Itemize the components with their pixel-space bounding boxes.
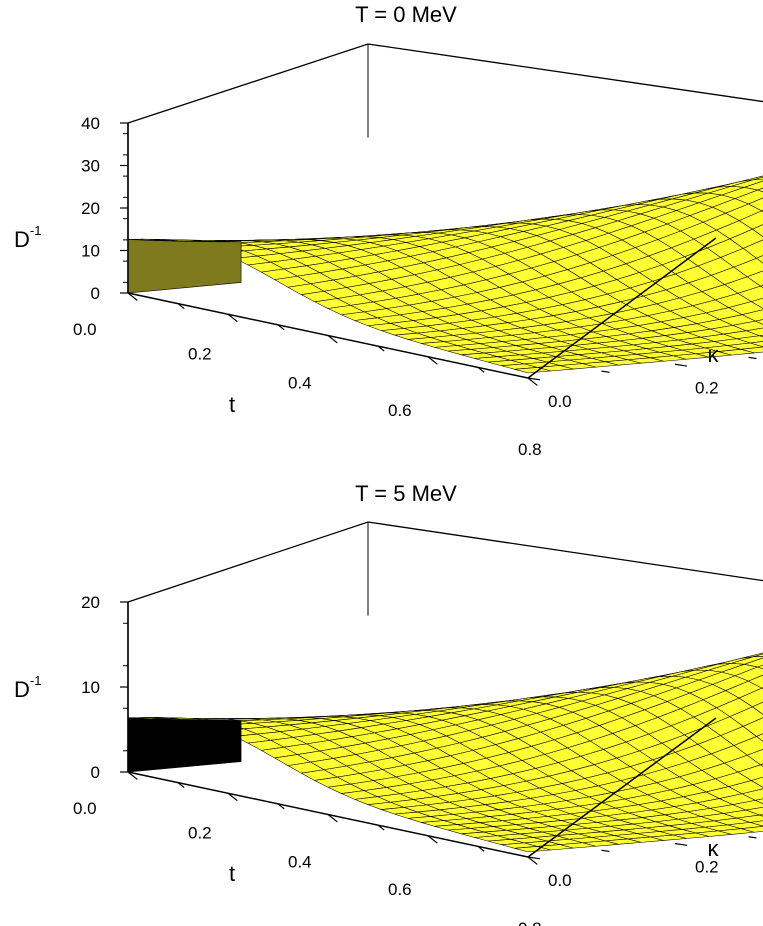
t-tick: [227, 792, 238, 802]
surface-plot-t0-svg: T = 0 MeV0102030400.00.20.40.60.80.00.20…: [14, 2, 763, 459]
chart-title: T = 0 MeV: [355, 2, 457, 27]
t-tick: [477, 845, 485, 852]
t-tick: [127, 292, 138, 301]
t-tick-label: 0.8: [518, 919, 542, 926]
surface-cell: [756, 664, 763, 670]
t-tick: [177, 782, 185, 789]
back-frame: [127, 43, 763, 124]
surface-cell: [514, 367, 551, 374]
t-axis-title: t: [229, 861, 235, 886]
surface-side-face: [127, 239, 242, 294]
surface-plot-t0: T = 0 MeV0102030400.00.20.40.60.80.00.20…: [14, 2, 763, 459]
z-tick-label: 20: [81, 199, 100, 218]
surface-cell: [754, 319, 763, 325]
z-tick-label: 0: [91, 763, 100, 782]
t-tick: [227, 313, 238, 323]
t-tick: [527, 856, 538, 865]
kappa-tick-label: 0.2: [695, 858, 719, 877]
t-tick-label: 0.4: [288, 374, 312, 393]
t-tick-label: 0.0: [73, 799, 97, 818]
z-tick-label: 10: [81, 242, 100, 261]
kappa-axis-line: [527, 717, 717, 858]
kappa-tick: [674, 363, 688, 367]
t-tick: [327, 814, 338, 823]
surface-cell: [756, 187, 763, 193]
t-tick: [177, 303, 185, 310]
z-axis-title: D-1: [14, 223, 41, 252]
t-tick: [377, 824, 385, 831]
t-tick-label: 0.2: [188, 344, 212, 363]
chart-title: T = 5 MeV: [355, 481, 457, 506]
surface-plot-t5: T = 5 MeV010200.00.20.40.60.80.00.20.40.…: [0, 463, 763, 926]
z-tick-label: 0: [91, 284, 100, 303]
surface-mesh: [127, 652, 763, 853]
kappa-axis-title: κ: [708, 342, 720, 367]
t-tick-label: 0.6: [388, 401, 412, 420]
kappa-tick-label: 0.0: [548, 392, 572, 411]
kappa-axis-title: κ: [708, 836, 720, 861]
z-axis-title: D-1: [14, 673, 41, 702]
t-tick: [127, 771, 138, 780]
kappa-tick: [601, 849, 610, 853]
t-tick: [277, 324, 285, 331]
surface-cell: [755, 733, 763, 742]
z-tick-label: 30: [81, 157, 100, 176]
t-tick: [527, 377, 538, 386]
surface-cell: [755, 255, 763, 264]
t-tick-label: 0.4: [288, 853, 312, 872]
kappa-tick-label: 0.0: [548, 871, 572, 890]
t-tick-label: 0.8: [518, 440, 542, 459]
t-tick: [427, 356, 438, 365]
z-tick-label: 20: [81, 593, 100, 612]
surface-cell: [754, 798, 763, 805]
kappa-tick: [601, 370, 610, 373]
kappa-tick: [527, 377, 541, 381]
kappa-tick: [674, 842, 688, 846]
t-tick: [477, 366, 485, 373]
kappa-tick: [527, 856, 541, 860]
t-tick: [377, 345, 385, 352]
t-tick-label: 0.6: [388, 880, 412, 899]
back-frame: [127, 521, 763, 603]
t-axis-title: t: [229, 392, 235, 417]
t-tick-label: 0.2: [188, 823, 212, 842]
surface-side-face: [127, 717, 242, 773]
t-tick: [427, 835, 438, 844]
z-tick-label: 40: [81, 114, 100, 133]
kappa-tick-label: 0.2: [695, 378, 719, 397]
z-tick-label: 10: [81, 678, 100, 697]
kappa-tick: [748, 356, 757, 360]
kappa-axis-line: [527, 237, 717, 379]
surface-mesh: [127, 175, 763, 374]
t-tick: [277, 803, 285, 810]
kappa-tick: [748, 836, 757, 839]
t-tick: [327, 335, 338, 344]
surface-plot-t5-svg: T = 5 MeV010200.00.20.40.60.80.00.20.40.…: [14, 481, 763, 926]
t-tick-label: 0.0: [73, 320, 97, 339]
